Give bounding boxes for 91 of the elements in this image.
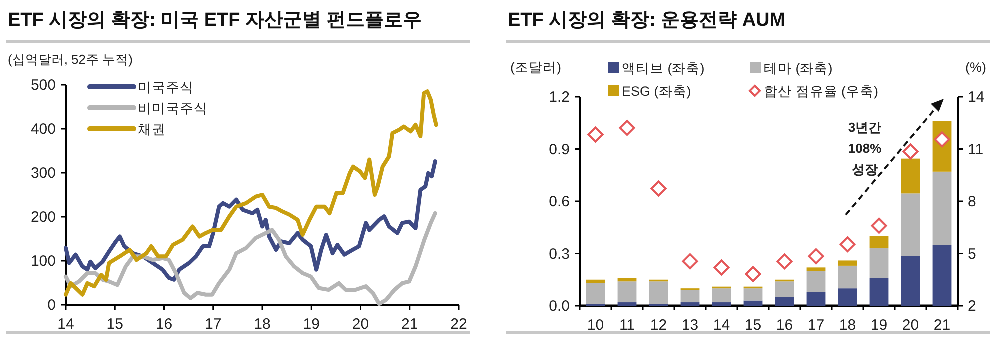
x-tick-label: 15 xyxy=(106,316,124,333)
point xyxy=(745,266,762,282)
x-tick-label: 16 xyxy=(156,316,173,333)
point xyxy=(619,120,636,136)
bar xyxy=(586,280,606,284)
x-tick-label: 14 xyxy=(58,316,74,333)
y-tick-label: 100 xyxy=(30,253,56,270)
y2-tick-label: 2 xyxy=(968,298,976,315)
line-series xyxy=(64,211,438,306)
bar xyxy=(649,282,668,304)
x-tick-label: 11 xyxy=(619,317,636,334)
bar xyxy=(775,297,794,306)
bar xyxy=(806,268,826,272)
point xyxy=(776,254,793,270)
legend-label: 합산 점유율 (우축) xyxy=(764,84,878,99)
bar xyxy=(618,302,637,306)
legend-label: 미국주식 xyxy=(138,80,194,95)
x-tick-label: 21 xyxy=(402,316,418,333)
bar xyxy=(932,245,952,306)
bar xyxy=(712,302,732,306)
legend-label: ESG (좌축) xyxy=(622,84,692,99)
point xyxy=(650,180,667,197)
x-tick-label: 22 xyxy=(450,316,468,333)
x-tick-label: 10 xyxy=(587,317,604,334)
x-tick-label: 12 xyxy=(650,317,668,334)
x-tick-label: 20 xyxy=(352,316,370,333)
x-tick-label: 19 xyxy=(870,317,888,334)
y2-tick-label: 14 xyxy=(968,89,985,106)
y-axis-title: (십억달러, 52주 누적) xyxy=(8,52,133,67)
bar xyxy=(838,288,858,306)
y-tick-label: 200 xyxy=(30,209,56,226)
x-tick-label: 19 xyxy=(303,316,320,333)
point xyxy=(871,218,888,234)
x-tick-label: 16 xyxy=(776,317,794,334)
annotation: 3년간 108% 성장 xyxy=(848,120,882,177)
bar xyxy=(806,292,826,306)
y-axis-title: (조달러) xyxy=(510,60,562,75)
y2-tick-label: 11 xyxy=(968,141,984,158)
y-tick-label: 500 xyxy=(30,77,56,94)
x-tick-label: 20 xyxy=(902,317,920,334)
y-tick-label: 0.6 xyxy=(549,194,570,210)
x-tick-label: 14 xyxy=(713,317,730,334)
chart-title: ETF 시장의 확장: 미국 ETF 자산군별 펀드플로우 xyxy=(8,10,422,31)
x-tick-label: 17 xyxy=(205,316,222,333)
legend-label: 비미국주식 xyxy=(138,101,208,116)
y-tick-label: 400 xyxy=(30,121,56,138)
bar xyxy=(775,282,794,298)
bar xyxy=(870,248,889,278)
chart-title: ETF 시장의 확장: 운용전략 AUM xyxy=(508,10,786,31)
point xyxy=(682,254,698,270)
legend-label: 액티브 (좌축) xyxy=(622,61,705,76)
legend-label: 채권 xyxy=(138,122,166,137)
bar xyxy=(586,283,606,304)
x-tick-label: 21 xyxy=(934,317,951,334)
y-tick-label: 0.9 xyxy=(549,141,570,158)
x-tick-label: 18 xyxy=(254,316,271,333)
bar xyxy=(901,194,920,256)
bar xyxy=(712,288,732,303)
x-tick-label: 18 xyxy=(839,317,856,334)
y2-tick-label: 8 xyxy=(968,194,976,210)
bar xyxy=(744,288,763,301)
bar xyxy=(744,300,763,306)
bar xyxy=(932,172,952,246)
point xyxy=(808,248,824,265)
bar xyxy=(806,271,826,292)
point xyxy=(588,126,604,143)
x-tick-label: 17 xyxy=(808,317,825,334)
x-tick-label: 15 xyxy=(744,317,762,334)
y2-axis-title: (%) xyxy=(966,60,986,75)
bar xyxy=(680,302,700,306)
y-tick-label: 300 xyxy=(30,165,56,182)
bar xyxy=(901,256,920,306)
y-tick-label: 0 xyxy=(48,297,56,314)
bar xyxy=(838,266,858,289)
bar xyxy=(618,282,637,303)
bar xyxy=(680,290,700,303)
point xyxy=(714,260,730,276)
y-tick-label: 0.3 xyxy=(549,246,570,263)
y2-tick-label: 5 xyxy=(968,246,976,263)
bar xyxy=(838,260,858,266)
x-tick-label: 13 xyxy=(682,317,699,334)
point xyxy=(902,144,919,160)
legend-label: 테마 (좌축) xyxy=(764,61,833,76)
bar xyxy=(901,158,920,194)
bar xyxy=(870,236,889,249)
y-tick-label: 0.0 xyxy=(549,298,570,315)
bar xyxy=(618,278,637,282)
bar xyxy=(870,278,889,306)
y-tick-label: 1.2 xyxy=(549,89,570,106)
line-series xyxy=(64,160,438,282)
point xyxy=(840,236,856,253)
